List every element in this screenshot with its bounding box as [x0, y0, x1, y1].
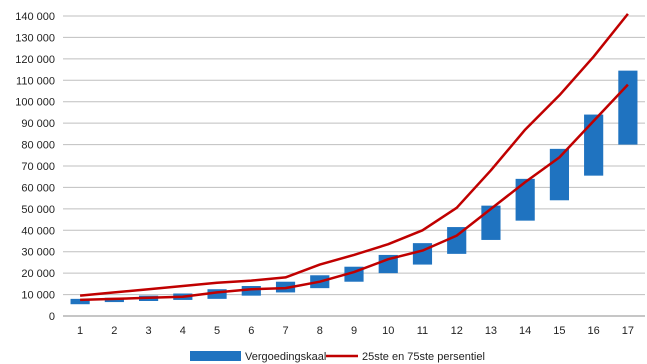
y-tick-label: 90 000: [21, 118, 55, 130]
legend: Vergoedingskaal 25ste en 75ste persentie…: [190, 351, 485, 363]
x-tick-label: 1: [77, 325, 83, 337]
range-bar: [241, 286, 261, 296]
y-tick-label: 70 000: [21, 161, 55, 173]
percentile-25-line: [80, 83, 629, 302]
range-bar: [481, 205, 501, 240]
y-tick-label: 80 000: [21, 140, 55, 152]
x-tick-label: 13: [485, 325, 497, 337]
legend-label-lines: 25ste en 75ste persentiel: [362, 351, 485, 363]
range-bar: [584, 114, 604, 176]
y-tick-label: 50 000: [21, 204, 55, 216]
range-bar: [378, 254, 398, 274]
y-tick-label: 100 000: [15, 97, 55, 109]
x-tick-label: 15: [553, 325, 565, 337]
range-bar: [447, 227, 467, 254]
x-tick-label: 16: [588, 325, 600, 337]
y-tick-label: 140 000: [15, 11, 55, 23]
percentile-lines: [79, 13, 629, 302]
x-tick-label: 8: [317, 325, 323, 337]
range-bar: [515, 178, 535, 221]
x-tick-label: 2: [111, 325, 117, 337]
y-tick-label: 20 000: [21, 268, 55, 280]
y-tick-label: 120 000: [15, 54, 55, 66]
x-tick-label: 17: [622, 325, 634, 337]
range-bar: [70, 298, 90, 305]
y-tick-label: 130 000: [15, 32, 55, 44]
x-tick-label: 6: [248, 325, 254, 337]
legend-swatch-bars: [190, 351, 241, 361]
y-tick-label: 10 000: [21, 290, 55, 302]
gridlines: [63, 15, 645, 296]
x-tick-label: 7: [282, 325, 288, 337]
range-bar: [618, 70, 638, 145]
y-axis-ticks: 0 10 000 20 000 30 000 40 000 50 000 60 000 70 …: [15, 11, 55, 323]
x-tick-label: 14: [519, 325, 531, 337]
y-tick-label: 30 000: [21, 247, 55, 259]
y-tick-label: 110 000: [16, 75, 55, 87]
x-axis-ticks: 1 2 3 4 5 6 7 8 9 10 11 12 13 14 15 16 17: [77, 325, 634, 337]
range-bar: [207, 289, 227, 299]
x-tick-label: 12: [451, 325, 463, 337]
y-tick-label: 0: [49, 311, 55, 323]
percentile-75-line: [79, 13, 629, 297]
x-tick-label: 4: [180, 325, 186, 337]
x-tick-label: 9: [351, 325, 357, 337]
x-tick-label: 5: [214, 325, 220, 337]
bars: [70, 70, 638, 305]
y-tick-label: 40 000: [21, 225, 55, 237]
y-tick-label: 60 000: [21, 182, 55, 194]
x-tick-label: 3: [146, 325, 152, 337]
x-tick-label: 11: [417, 325, 428, 337]
legend-label-bars: Vergoedingskaal: [245, 351, 326, 363]
x-tick-label: 10: [382, 325, 394, 337]
